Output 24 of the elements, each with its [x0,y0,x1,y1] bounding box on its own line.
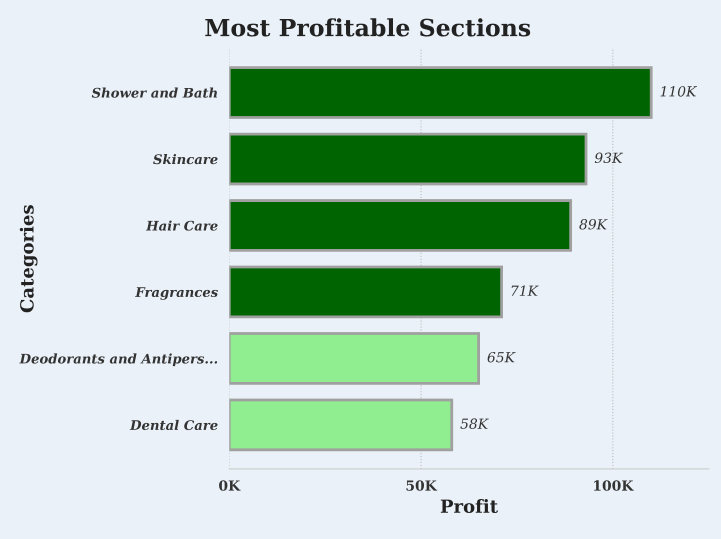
bar [229,398,454,452]
x-tick-label: 0K [219,480,241,491]
y-tick-label: Hair Care [146,220,218,231]
bar [229,66,653,119]
data-label: 89K [579,219,608,230]
x-tick-label: 100K [594,480,634,491]
data-label: 58K [460,418,489,429]
y-tick-label: Deodorants and Antipers... [19,353,218,366]
y-tick-label: Fragrances [135,287,218,300]
data-label: 65K [488,352,516,362]
y-tick-label: Dental Care [130,420,218,430]
y-tick-label: Skincare [153,154,218,164]
chart-title: Most Profitable Sections [205,18,530,36]
bar [229,199,572,252]
y-tick-label: Shower and Bath [92,88,218,98]
data-label: 110K [660,86,698,97]
bar [229,332,480,385]
bar [229,266,504,318]
y-axis-title: Categories [20,205,38,312]
data-label: 93K [594,152,624,164]
x-axis-title: Profit [440,499,498,514]
data-label: 71K [512,285,539,296]
x-tick-label: 50K [406,480,438,491]
bar [229,132,588,186]
